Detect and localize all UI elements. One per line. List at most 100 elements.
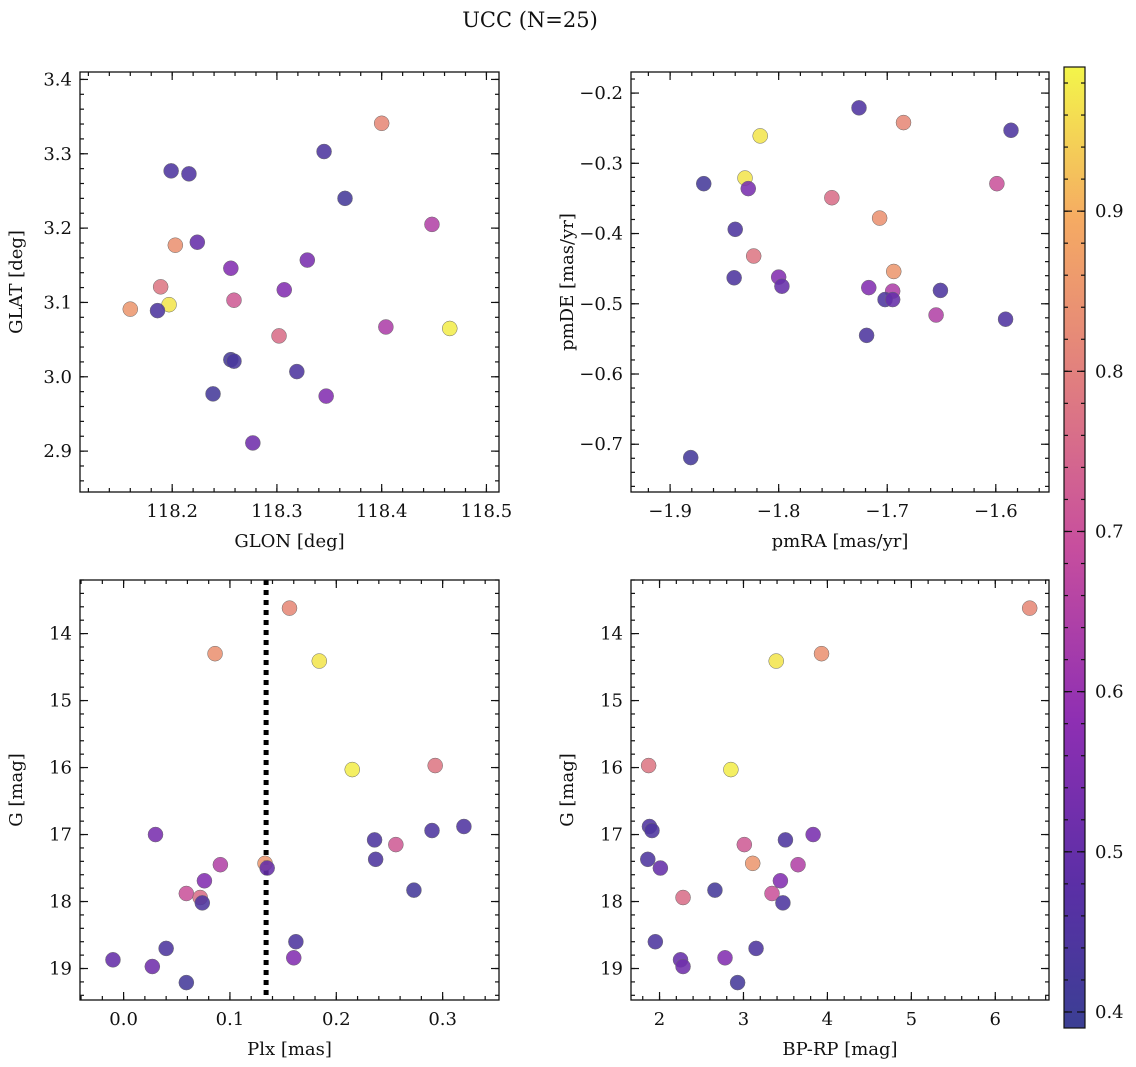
scatter-panel-3: 0.0 0.1 0.2 0.3 14 15 16 17 18 19 Plx [mas] G [mag] — [6, 579, 500, 1060]
x-tick-label: 118.3 — [251, 501, 303, 522]
x-tick-label: −1.7 — [865, 501, 909, 522]
colorbar-tick-label: 0.9 — [1095, 201, 1124, 222]
plot-frame — [79, 579, 500, 1001]
x-tick-label: 4 — [822, 1009, 833, 1030]
y-axis-label: GLAT [deg] — [6, 230, 27, 334]
y-axis-label: G [mag] — [557, 753, 578, 826]
x-axis-label: Plx [mas] — [247, 1039, 332, 1060]
y-tick-label: 15 — [49, 691, 72, 712]
data-point — [163, 163, 179, 179]
data-point — [456, 818, 472, 835]
y-tick-label: 3.1 — [43, 292, 72, 313]
data-point — [427, 757, 443, 774]
data-point — [149, 302, 166, 319]
data-point — [311, 653, 328, 669]
data-point — [729, 974, 746, 991]
plot-frame — [630, 71, 1050, 493]
x-tick-label: 0.3 — [428, 1009, 457, 1030]
data-point — [158, 940, 174, 957]
x-tick-label: 2 — [654, 1009, 665, 1030]
data-point — [805, 826, 821, 843]
data-point — [707, 882, 723, 898]
y-axis-label: pmDE [mas/yr] — [557, 213, 578, 351]
x-tick-label: −1.9 — [648, 501, 692, 522]
y-tick-label: 18 — [49, 892, 72, 913]
colorbar-tick-label: 0.6 — [1095, 682, 1124, 703]
data-point — [286, 950, 302, 966]
y-tick-label: −0.5 — [579, 294, 623, 315]
data-point — [288, 933, 304, 950]
data-point — [105, 952, 121, 968]
data-point — [885, 263, 902, 280]
y-tick-label: −0.3 — [579, 153, 623, 174]
data-point — [344, 761, 360, 778]
data-point — [652, 860, 669, 876]
data-point — [122, 301, 139, 317]
y-tick-label: −0.4 — [579, 224, 623, 245]
data-point — [774, 278, 790, 294]
data-point — [895, 114, 912, 131]
data-point — [367, 851, 384, 868]
data-point — [212, 856, 229, 873]
data-point — [388, 836, 404, 853]
x-tick-label: 3 — [738, 1009, 749, 1030]
plot-frame — [79, 71, 500, 493]
data-point — [871, 210, 888, 226]
data-point — [768, 653, 784, 669]
data-point — [726, 270, 742, 286]
x-tick-label: 5 — [906, 1009, 917, 1030]
y-tick-label: 2.9 — [43, 441, 72, 462]
data-point — [772, 873, 789, 889]
scatter-panel-1: 118.2 118.3 118.4 118.5 2.9 3.0 3.1 3.2 3.3 3.4 GL… — [6, 69, 512, 552]
colorbar-tick-label: 0.4 — [1095, 1002, 1124, 1023]
data-point — [147, 826, 164, 843]
y-tick-label: 15 — [600, 691, 623, 712]
data-point — [824, 189, 840, 206]
figure-title: UCC (N=25) — [462, 8, 598, 32]
data-point — [167, 237, 184, 253]
data-point — [152, 279, 169, 295]
data-point — [640, 757, 657, 774]
data-point — [424, 216, 440, 233]
y-tick-label: 3.0 — [43, 367, 72, 388]
y-tick-label: 14 — [49, 624, 72, 645]
data-point — [744, 855, 761, 872]
data-point — [851, 100, 867, 116]
data-point — [748, 940, 764, 957]
x-tick-label: 0.0 — [109, 1009, 138, 1030]
y-tick-label: 3.3 — [43, 144, 72, 165]
data-point — [196, 873, 213, 889]
data-point — [378, 319, 394, 335]
colorbar-tick-label: 0.7 — [1095, 521, 1124, 542]
data-point — [226, 292, 242, 308]
data-point — [271, 328, 287, 344]
x-tick-label: 118.5 — [461, 501, 513, 522]
data-point — [884, 291, 901, 308]
data-point — [276, 282, 293, 298]
data-point — [640, 851, 656, 868]
y-tick-label: 3.4 — [43, 69, 72, 90]
data-point — [675, 889, 691, 906]
data-point — [223, 260, 239, 276]
data-point — [1021, 600, 1038, 616]
y-tick-label: 3.2 — [43, 218, 72, 239]
data-point — [318, 388, 334, 404]
y-tick-label: 18 — [600, 892, 623, 913]
data-point — [764, 885, 780, 902]
y-tick-label: 17 — [600, 825, 623, 846]
data-point — [1003, 122, 1019, 139]
y-axis-label: G [mag] — [6, 753, 27, 826]
y-tick-label: 16 — [600, 758, 623, 779]
data-point — [259, 860, 275, 876]
data-point — [337, 190, 353, 207]
x-tick-label: 0.2 — [322, 1009, 351, 1030]
data-point — [790, 856, 806, 873]
data-point — [736, 836, 753, 853]
data-point — [932, 282, 949, 299]
y-tick-label: 19 — [49, 959, 72, 980]
data-point — [226, 353, 242, 369]
data-point — [997, 311, 1014, 327]
data-point — [682, 449, 699, 466]
data-point — [775, 895, 791, 911]
